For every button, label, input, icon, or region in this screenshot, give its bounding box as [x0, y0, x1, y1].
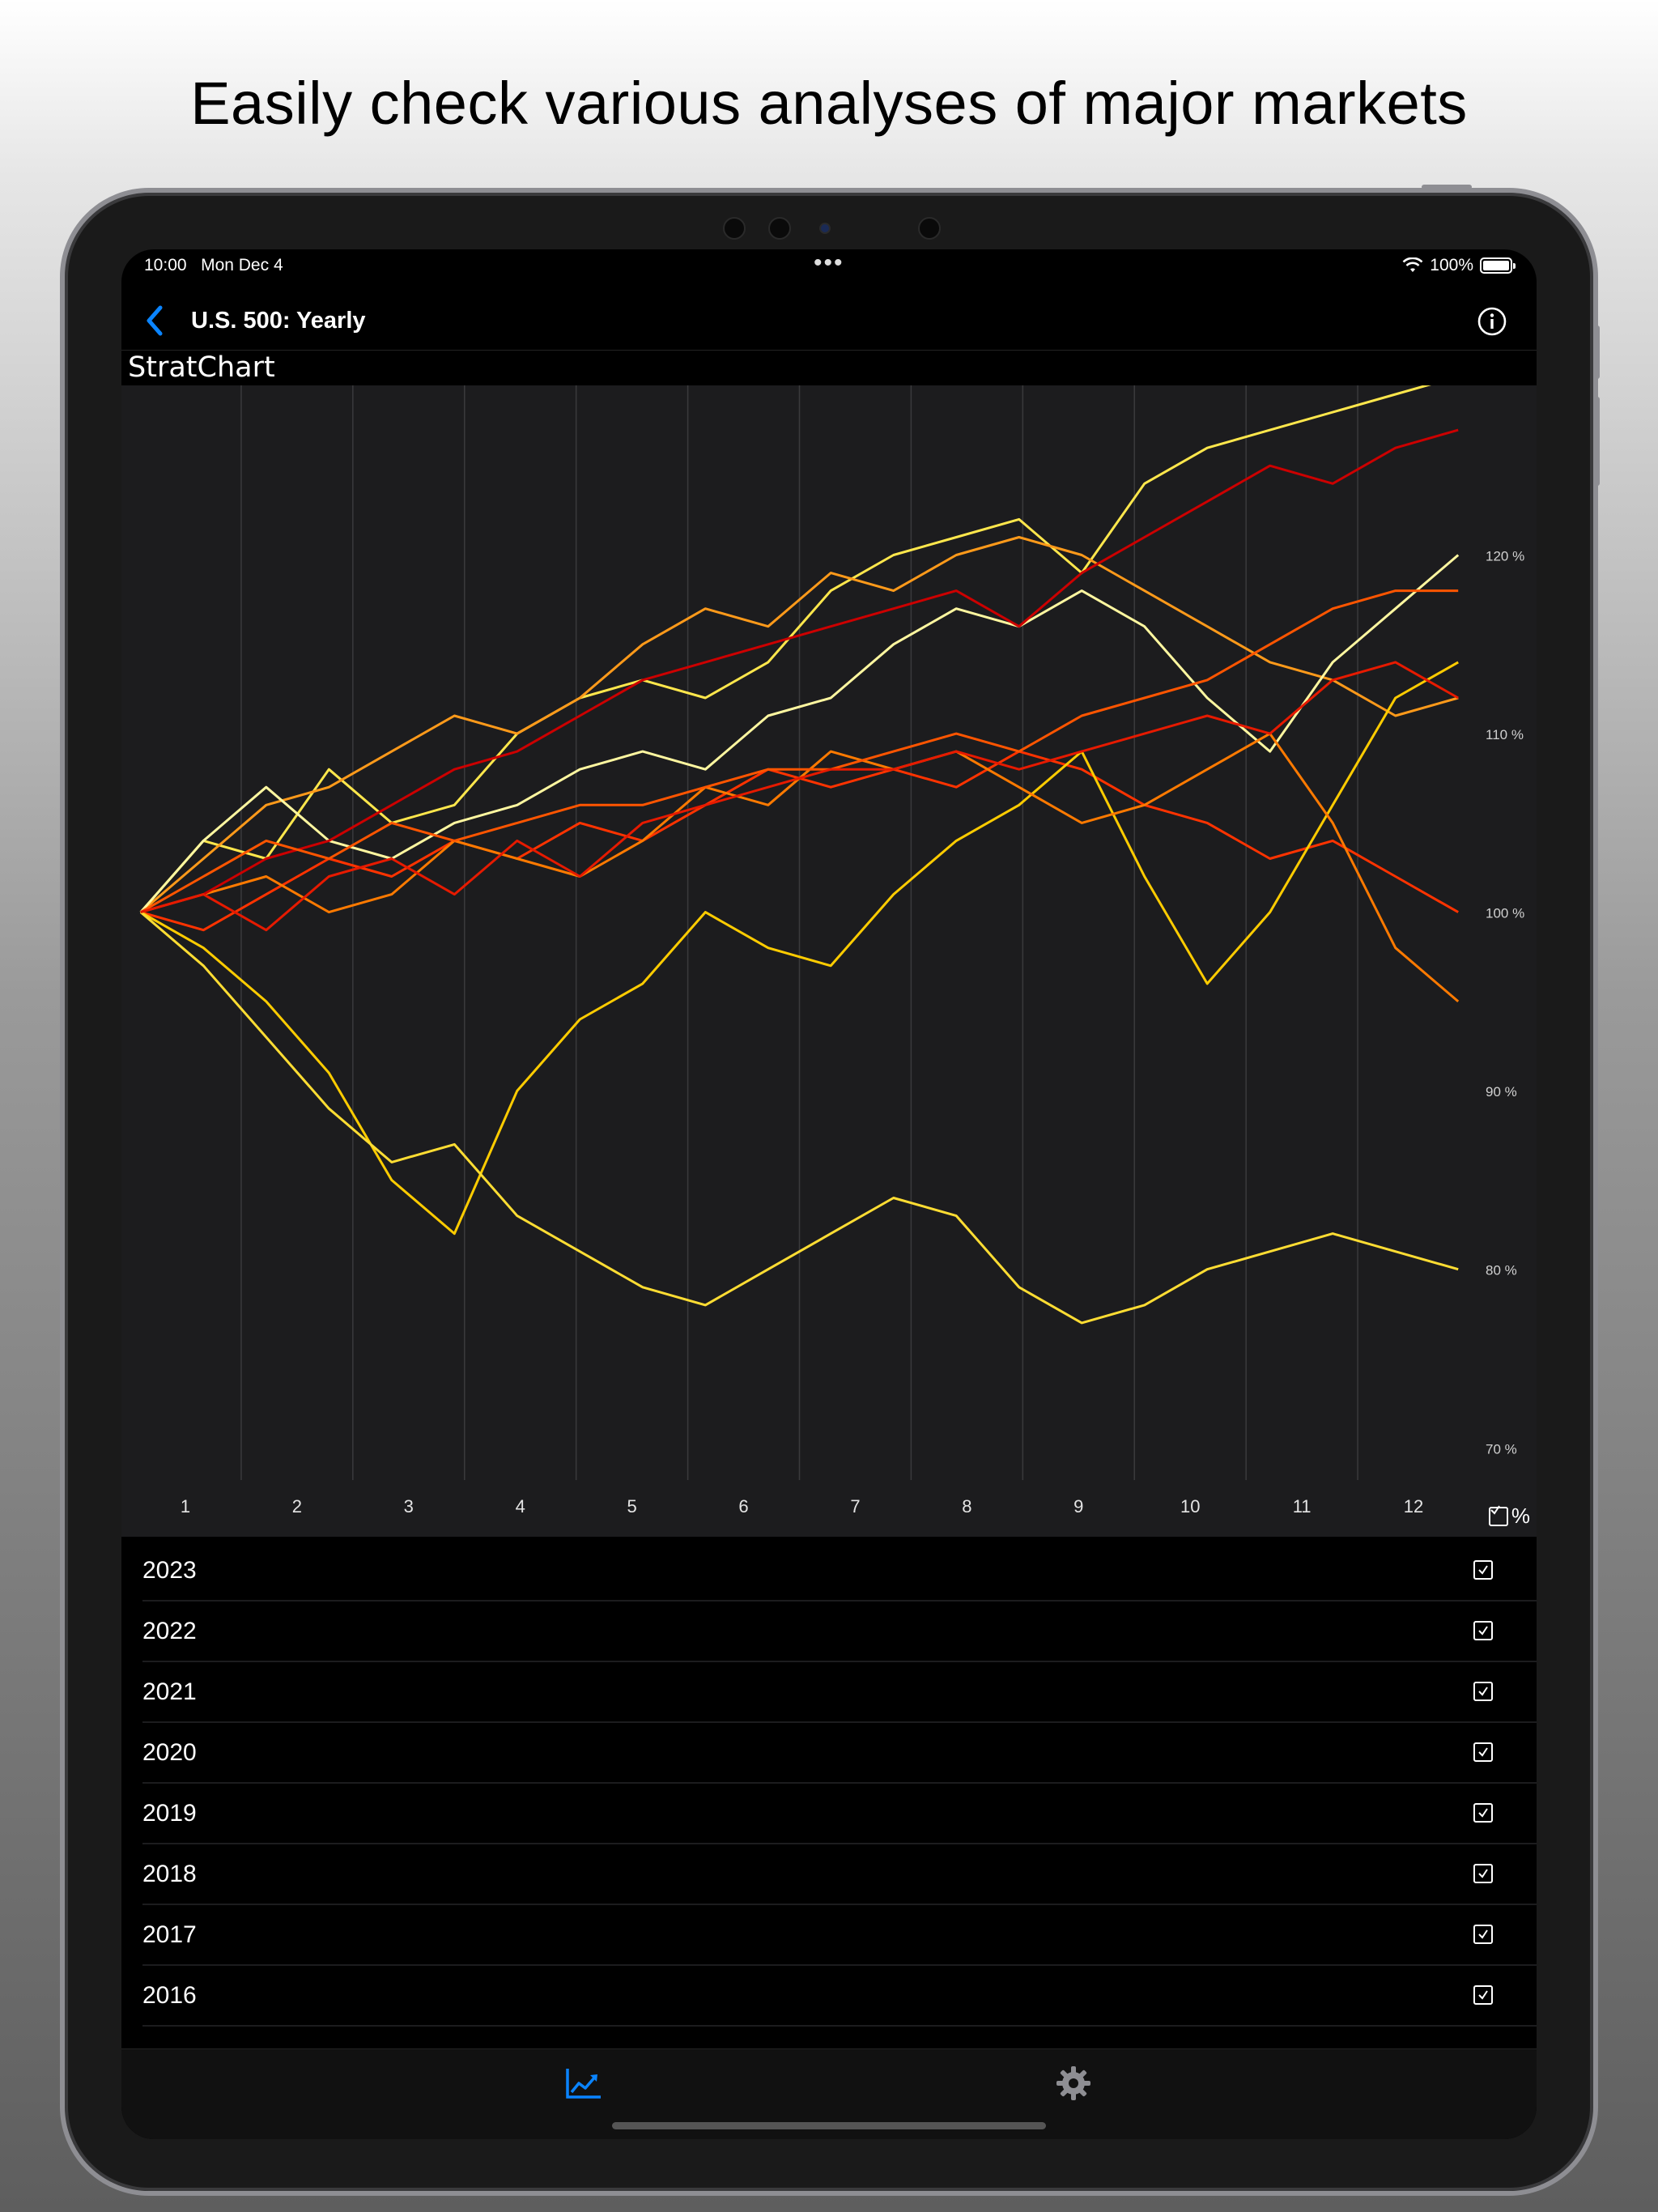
year-row[interactable]: 2020	[142, 1723, 1537, 1784]
checkbox-icon[interactable]	[1473, 1803, 1493, 1823]
y-tick-label: 90 %	[1486, 1084, 1517, 1100]
series-line	[140, 661, 1459, 1236]
battery-percent: 100%	[1430, 256, 1473, 274]
volume-up-button	[1595, 325, 1600, 379]
year-label: 2023	[142, 1557, 197, 1584]
series-line	[139, 385, 1431, 913]
chart-icon[interactable]	[565, 2067, 602, 2099]
year-label: 2017	[142, 1921, 197, 1948]
checkbox-icon[interactable]	[1473, 1985, 1493, 2005]
checkbox-icon[interactable]	[1473, 1742, 1493, 1762]
sensor-dot	[918, 217, 941, 240]
x-tick-label: 10	[1180, 1496, 1200, 1516]
y-tick-label: 80 %	[1486, 1263, 1517, 1278]
battery-fill	[1483, 261, 1509, 270]
year-row[interactable]: 2023	[142, 1541, 1537, 1602]
year-row[interactable]: 2016	[142, 1966, 1537, 2027]
percent-toggle[interactable]: %	[1488, 1504, 1530, 1529]
status-bar: 10:00 Mon Dec 4 ••• 100%	[121, 249, 1537, 290]
x-tick-label: 7	[850, 1496, 860, 1516]
camera-lens	[819, 223, 831, 234]
volume-down-button	[1595, 397, 1600, 486]
x-tick-label: 12	[1404, 1496, 1423, 1516]
year-list: 2023 2022 2021 2020 2019 2018 2017 2016	[121, 1541, 1537, 2027]
percent-label: %	[1511, 1504, 1530, 1528]
y-tick-label: 70 %	[1486, 1441, 1517, 1457]
year-row[interactable]: 2022	[142, 1602, 1537, 1662]
camera-bar	[65, 209, 1593, 241]
year-row[interactable]: 2021	[142, 1662, 1537, 1723]
checkbox-icon[interactable]	[1473, 1925, 1493, 1944]
year-label: 2018	[142, 1861, 197, 1887]
top-button	[1422, 185, 1472, 189]
nav-bar: U.S. 500: Yearly	[121, 290, 1537, 351]
year-label: 2022	[142, 1618, 197, 1644]
series-line	[140, 589, 1459, 913]
x-tick-label: 11	[1293, 1496, 1312, 1516]
checkbox-icon[interactable]	[1473, 1621, 1493, 1640]
x-tick-label: 8	[962, 1496, 971, 1516]
brand-strip: StratChart	[121, 351, 1537, 385]
x-tick-label: 9	[1073, 1496, 1083, 1516]
y-tick-label: 100 %	[1486, 906, 1524, 921]
wifi-icon	[1402, 257, 1423, 272]
series-line	[139, 911, 1459, 1325]
year-label: 2020	[142, 1739, 197, 1766]
series-line	[140, 428, 1459, 914]
home-indicator	[612, 2122, 1046, 2129]
multitasking-dots[interactable]: •••	[814, 249, 844, 276]
series-line	[139, 536, 1459, 913]
year-row[interactable]: 2017	[142, 1905, 1537, 1966]
sensor-dot	[723, 217, 746, 240]
checkbox-icon[interactable]	[1473, 1864, 1493, 1883]
checkbox-icon[interactable]	[1488, 1505, 1508, 1526]
sensor-dot	[768, 217, 791, 240]
year-label: 2016	[142, 1982, 197, 2009]
x-tick-label: 1	[181, 1496, 190, 1516]
year-row[interactable]: 2019	[142, 1784, 1537, 1844]
app-brand: StratChart	[128, 351, 275, 384]
chart-area[interactable]: 1 2 3 4 5 6 7 8 9 10 11 12 70 % 80 % 90 % 100 % 110 % 120…	[121, 385, 1537, 1537]
status-time: 10:00 Mon Dec 4	[144, 256, 283, 274]
x-tick-label: 4	[516, 1496, 525, 1516]
y-tick-label: 120 %	[1486, 549, 1524, 564]
x-tick-label: 3	[404, 1496, 414, 1516]
x-tick-label: 5	[627, 1496, 637, 1516]
year-row[interactable]: 2018	[142, 1844, 1537, 1905]
info-circle-icon[interactable]	[1477, 306, 1507, 337]
chevron-left-icon[interactable]	[139, 303, 172, 338]
gear-icon[interactable]	[1056, 2065, 1091, 2101]
checkbox-icon[interactable]	[1473, 1682, 1493, 1701]
checkbox-icon[interactable]	[1473, 1560, 1493, 1580]
y-tick-label: 110 %	[1486, 727, 1524, 742]
series-line	[140, 661, 1459, 932]
status-date: Mon Dec 4	[201, 256, 283, 274]
battery-icon	[1480, 257, 1516, 274]
x-tick-label: 6	[738, 1496, 748, 1516]
x-tick-label: 2	[292, 1496, 302, 1516]
headline: Easily check various analyses of major m…	[190, 70, 1468, 137]
year-label: 2019	[142, 1800, 197, 1827]
page-title: U.S. 500: Yearly	[191, 308, 366, 334]
screen: 10:00 Mon Dec 4 ••• 100% U.S. 500: Yearl…	[121, 249, 1537, 2139]
year-label: 2021	[142, 1678, 197, 1705]
